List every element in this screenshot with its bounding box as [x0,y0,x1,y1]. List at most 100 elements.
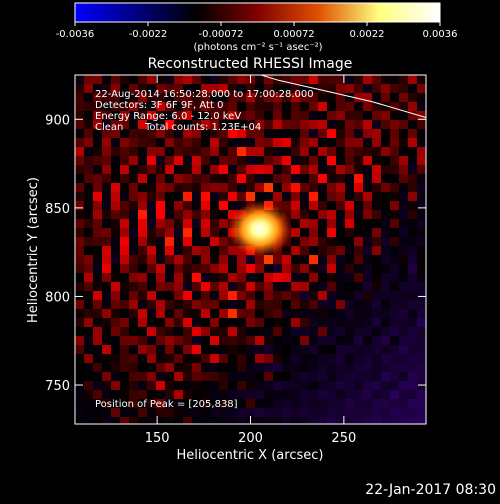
heatmap-cell [165,381,174,390]
heatmap-cell [219,363,228,372]
heatmap-cell [300,111,309,120]
heatmap-cell [300,273,309,282]
heatmap-cell [363,93,372,102]
heatmap-cell [390,291,399,300]
heatmap-cell [201,147,210,156]
heatmap-cell [291,210,300,219]
heatmap-cell [318,138,327,147]
heatmap-cell [309,147,318,156]
heatmap-cell [192,372,201,381]
heatmap-cell [381,102,390,111]
heatmap-cell [228,264,237,273]
heatmap-cell [309,399,318,408]
heatmap-cell [156,309,165,318]
annotation-detectors: Detectors: 3F 6F 9F, Att 0 [95,100,223,111]
heatmap-cell [165,210,174,219]
heatmap-cell [246,345,255,354]
heatmap-cell [381,417,390,424]
heatmap-cell [192,201,201,210]
heatmap-cell [381,336,390,345]
heatmap-cell [372,111,381,120]
heatmap-cell [246,372,255,381]
heatmap-cell [345,237,354,246]
heatmap-cell [165,102,174,111]
heatmap-cell [120,399,129,408]
heatmap-cell [138,219,147,228]
heatmap-cell [147,192,156,201]
heatmap-cell [282,291,291,300]
heatmap-cell [192,237,201,246]
heatmap-cell [327,156,336,165]
heatmap-cell [84,192,93,201]
heatmap-cell [183,354,192,363]
heatmap-cell [255,255,264,264]
heatmap-cell [120,174,129,183]
heatmap-cell [237,417,246,424]
heatmap-cell [345,345,354,354]
heatmap-cell [156,111,165,120]
heatmap-cell [282,201,291,210]
heatmap-cell [201,381,210,390]
solar-limb-curve [259,75,426,118]
heatmap-cell [120,381,129,390]
heatmap-cell [111,327,120,336]
heatmap-cell [345,372,354,381]
heatmap-cell [75,183,84,192]
heatmap-cell [75,417,84,424]
heatmap-cell [120,192,129,201]
heatmap-cell [363,363,372,372]
heatmap-cell [300,174,309,183]
heatmap-cell [165,219,174,228]
heatmap-cell [237,174,246,183]
heatmap-cell [210,399,219,408]
heatmap-cell [84,174,93,183]
heatmap-cell [183,237,192,246]
heatmap-cell [84,345,93,354]
heatmap-cell [327,255,336,264]
heatmap-cell [336,264,345,273]
heatmap-cell [156,345,165,354]
heatmap-cell [201,309,210,318]
heatmap-cell [327,165,336,174]
heatmap-cell [372,390,381,399]
heatmap-cell [390,381,399,390]
heatmap-cell [354,291,363,300]
heatmap-cell [165,417,174,424]
heatmap-cell [174,291,183,300]
heatmap-cell [390,264,399,273]
heatmap-cell [147,336,156,345]
heatmap-cell [264,129,273,138]
heatmap-cell [111,408,120,417]
heatmap-cell [129,372,138,381]
heatmap-cell [84,219,93,228]
heatmap-cell [381,174,390,183]
heatmap-cell [129,201,138,210]
heatmap-cell [399,300,408,309]
x-axis-label: Heliocentric X (arcsec) [177,448,324,463]
heatmap-cell [75,255,84,264]
heatmap-cell [75,156,84,165]
heatmap-cell [210,300,219,309]
heatmap-cell [372,300,381,309]
heatmap-cell [291,228,300,237]
heatmap-cell [318,345,327,354]
heatmap-cell [291,165,300,174]
heatmap-cell [84,183,93,192]
heatmap-cell [111,165,120,174]
heatmap-cell [246,327,255,336]
heatmap-cell [336,336,345,345]
heatmap-cell [129,354,138,363]
heatmap-cell [273,273,282,282]
heatmap-cell [273,138,282,147]
heatmap-cell [264,327,273,336]
heatmap-cell [84,210,93,219]
heatmap-cell [291,390,300,399]
heatmap-cell [354,417,363,424]
heatmap-cell [291,408,300,417]
heatmap-cell [372,129,381,138]
x-tick-label: 250 [331,431,356,446]
heatmap-cell [264,408,273,417]
heatmap-cell [183,183,192,192]
heatmap-cell [93,390,102,399]
heatmap-cell [354,138,363,147]
